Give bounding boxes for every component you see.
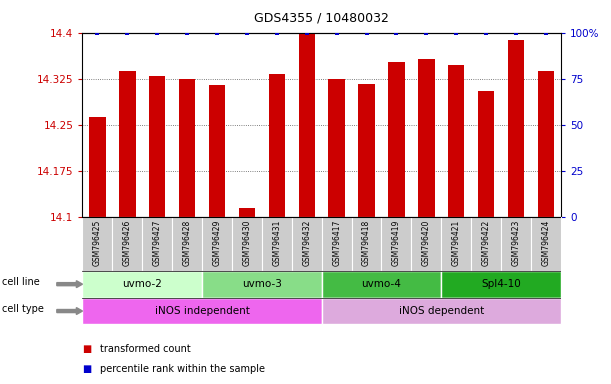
Bar: [179, 79, 196, 217]
Text: transformed count: transformed count: [100, 344, 191, 354]
Bar: [418, 59, 434, 217]
Bar: [209, 85, 225, 217]
Text: cell line: cell line: [2, 277, 40, 287]
Bar: [501, 217, 531, 271]
Bar: [538, 71, 554, 217]
Bar: [322, 271, 441, 298]
Bar: [411, 217, 441, 271]
Bar: [202, 217, 232, 271]
Text: GSM796418: GSM796418: [362, 220, 371, 266]
Text: GSM796426: GSM796426: [123, 220, 132, 266]
Point: [272, 30, 282, 36]
Bar: [269, 74, 285, 217]
Text: iNOS dependent: iNOS dependent: [398, 306, 484, 316]
Text: GSM796417: GSM796417: [332, 220, 341, 266]
Text: GSM796420: GSM796420: [422, 220, 431, 266]
Text: uvmo-2: uvmo-2: [122, 279, 163, 289]
Text: ■: ■: [82, 364, 92, 374]
Point: [242, 30, 252, 36]
Bar: [142, 217, 172, 271]
Point: [332, 30, 342, 36]
Text: uvmo-3: uvmo-3: [242, 279, 282, 289]
Text: cell type: cell type: [2, 304, 44, 314]
Text: ■: ■: [82, 344, 92, 354]
Bar: [441, 217, 471, 271]
Text: GSM796421: GSM796421: [452, 220, 461, 266]
Bar: [508, 40, 524, 217]
Point: [541, 30, 551, 36]
Text: Spl4-10: Spl4-10: [481, 279, 521, 289]
Point: [152, 30, 162, 36]
Bar: [299, 33, 315, 217]
Bar: [329, 79, 345, 217]
Bar: [322, 298, 561, 324]
Bar: [351, 217, 381, 271]
Bar: [478, 91, 494, 217]
Bar: [262, 217, 292, 271]
Text: GSM796428: GSM796428: [183, 220, 192, 266]
Text: GDS4355 / 10480032: GDS4355 / 10480032: [254, 12, 389, 25]
Point: [452, 30, 461, 36]
Point: [422, 30, 431, 36]
Text: GSM796424: GSM796424: [541, 220, 551, 266]
Bar: [358, 84, 375, 217]
Text: GSM796430: GSM796430: [243, 220, 252, 266]
Point: [481, 30, 491, 36]
Point: [122, 30, 132, 36]
Text: GSM796419: GSM796419: [392, 220, 401, 266]
Bar: [112, 217, 142, 271]
Bar: [89, 117, 106, 217]
Bar: [448, 65, 464, 217]
Text: GSM796429: GSM796429: [213, 220, 222, 266]
Bar: [82, 298, 322, 324]
Bar: [322, 217, 351, 271]
Point: [182, 30, 192, 36]
Point: [92, 30, 102, 36]
Bar: [531, 217, 561, 271]
Text: GSM796427: GSM796427: [153, 220, 162, 266]
Point: [302, 30, 312, 36]
Bar: [441, 271, 561, 298]
Bar: [149, 76, 166, 217]
Text: GSM796423: GSM796423: [511, 220, 521, 266]
Text: percentile rank within the sample: percentile rank within the sample: [100, 364, 265, 374]
Bar: [388, 62, 404, 217]
Text: GSM796432: GSM796432: [302, 220, 311, 266]
Bar: [82, 271, 202, 298]
Point: [392, 30, 401, 36]
Bar: [172, 217, 202, 271]
Bar: [471, 217, 501, 271]
Text: GSM796431: GSM796431: [273, 220, 281, 266]
Bar: [381, 217, 411, 271]
Text: iNOS independent: iNOS independent: [155, 306, 249, 316]
Bar: [232, 217, 262, 271]
Bar: [292, 217, 322, 271]
Bar: [82, 217, 112, 271]
Point: [511, 30, 521, 36]
Point: [212, 30, 222, 36]
Bar: [202, 271, 322, 298]
Bar: [239, 208, 255, 217]
Text: GSM796422: GSM796422: [481, 220, 491, 266]
Point: [362, 30, 371, 36]
Bar: [119, 71, 136, 217]
Text: GSM796425: GSM796425: [93, 220, 102, 266]
Text: uvmo-4: uvmo-4: [362, 279, 401, 289]
